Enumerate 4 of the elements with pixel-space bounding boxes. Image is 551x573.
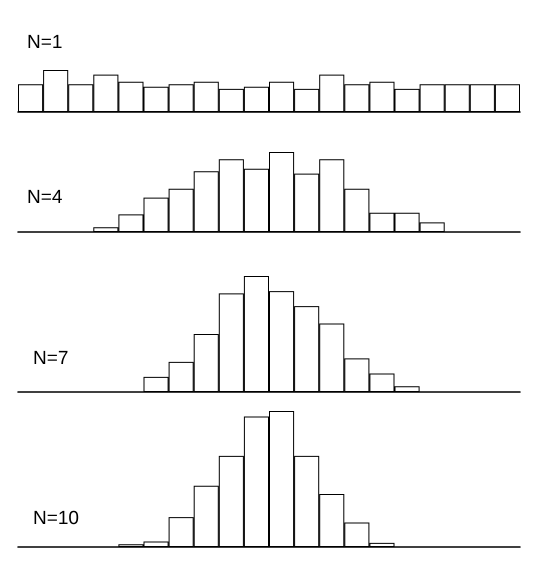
chart-title: N=1: [27, 32, 62, 53]
text: N=10: [33, 508, 79, 529]
text: N=4: [27, 187, 63, 208]
text: N=7: [33, 348, 68, 369]
